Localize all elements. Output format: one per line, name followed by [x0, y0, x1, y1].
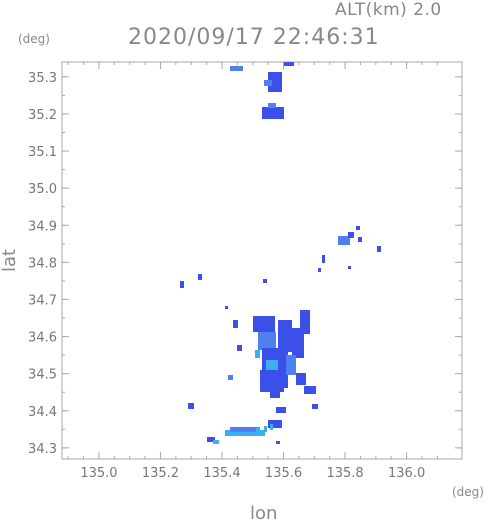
x-tick-label: 135.2 [142, 466, 179, 481]
y-axis-unit: (deg) [18, 32, 50, 46]
y-tick-label: 35.2 [28, 108, 57, 123]
x-tick-label: 135.0 [80, 466, 117, 481]
y-tick-label: 34.6 [28, 331, 57, 346]
echo-field [180, 62, 381, 444]
y-tick-label: 34.5 [28, 368, 57, 383]
x-tick-label: 135.8 [326, 466, 363, 481]
timestamp: 2020/09/17 22:46:31 [128, 25, 380, 50]
x-axis-label: lon [250, 503, 278, 524]
y-tick-label: 34.9 [28, 219, 57, 234]
y-tick-label: 35.1 [28, 145, 57, 160]
y-tick-label: 35.3 [28, 71, 57, 86]
y-tick-label: 34.8 [28, 256, 57, 271]
y-tick-label: 34.7 [28, 293, 57, 308]
x-tick-label: 135.6 [265, 466, 302, 481]
x-tick-label: 135.4 [203, 466, 240, 481]
axis-ticks: 135.0 135.2 135.4 135.6 135.8 136.0 35.3 35.2 35… [28, 62, 462, 481]
y-tick-label: 35.0 [28, 182, 57, 197]
altitude-label: ALT(km) 2.0 [335, 0, 442, 20]
y-tick-label: 34.3 [28, 442, 57, 457]
x-tick-label: 136.0 [388, 466, 425, 481]
plot-frame [61, 61, 463, 460]
x-axis-unit: (deg) [452, 485, 484, 499]
y-tick-label: 34.4 [28, 405, 57, 420]
